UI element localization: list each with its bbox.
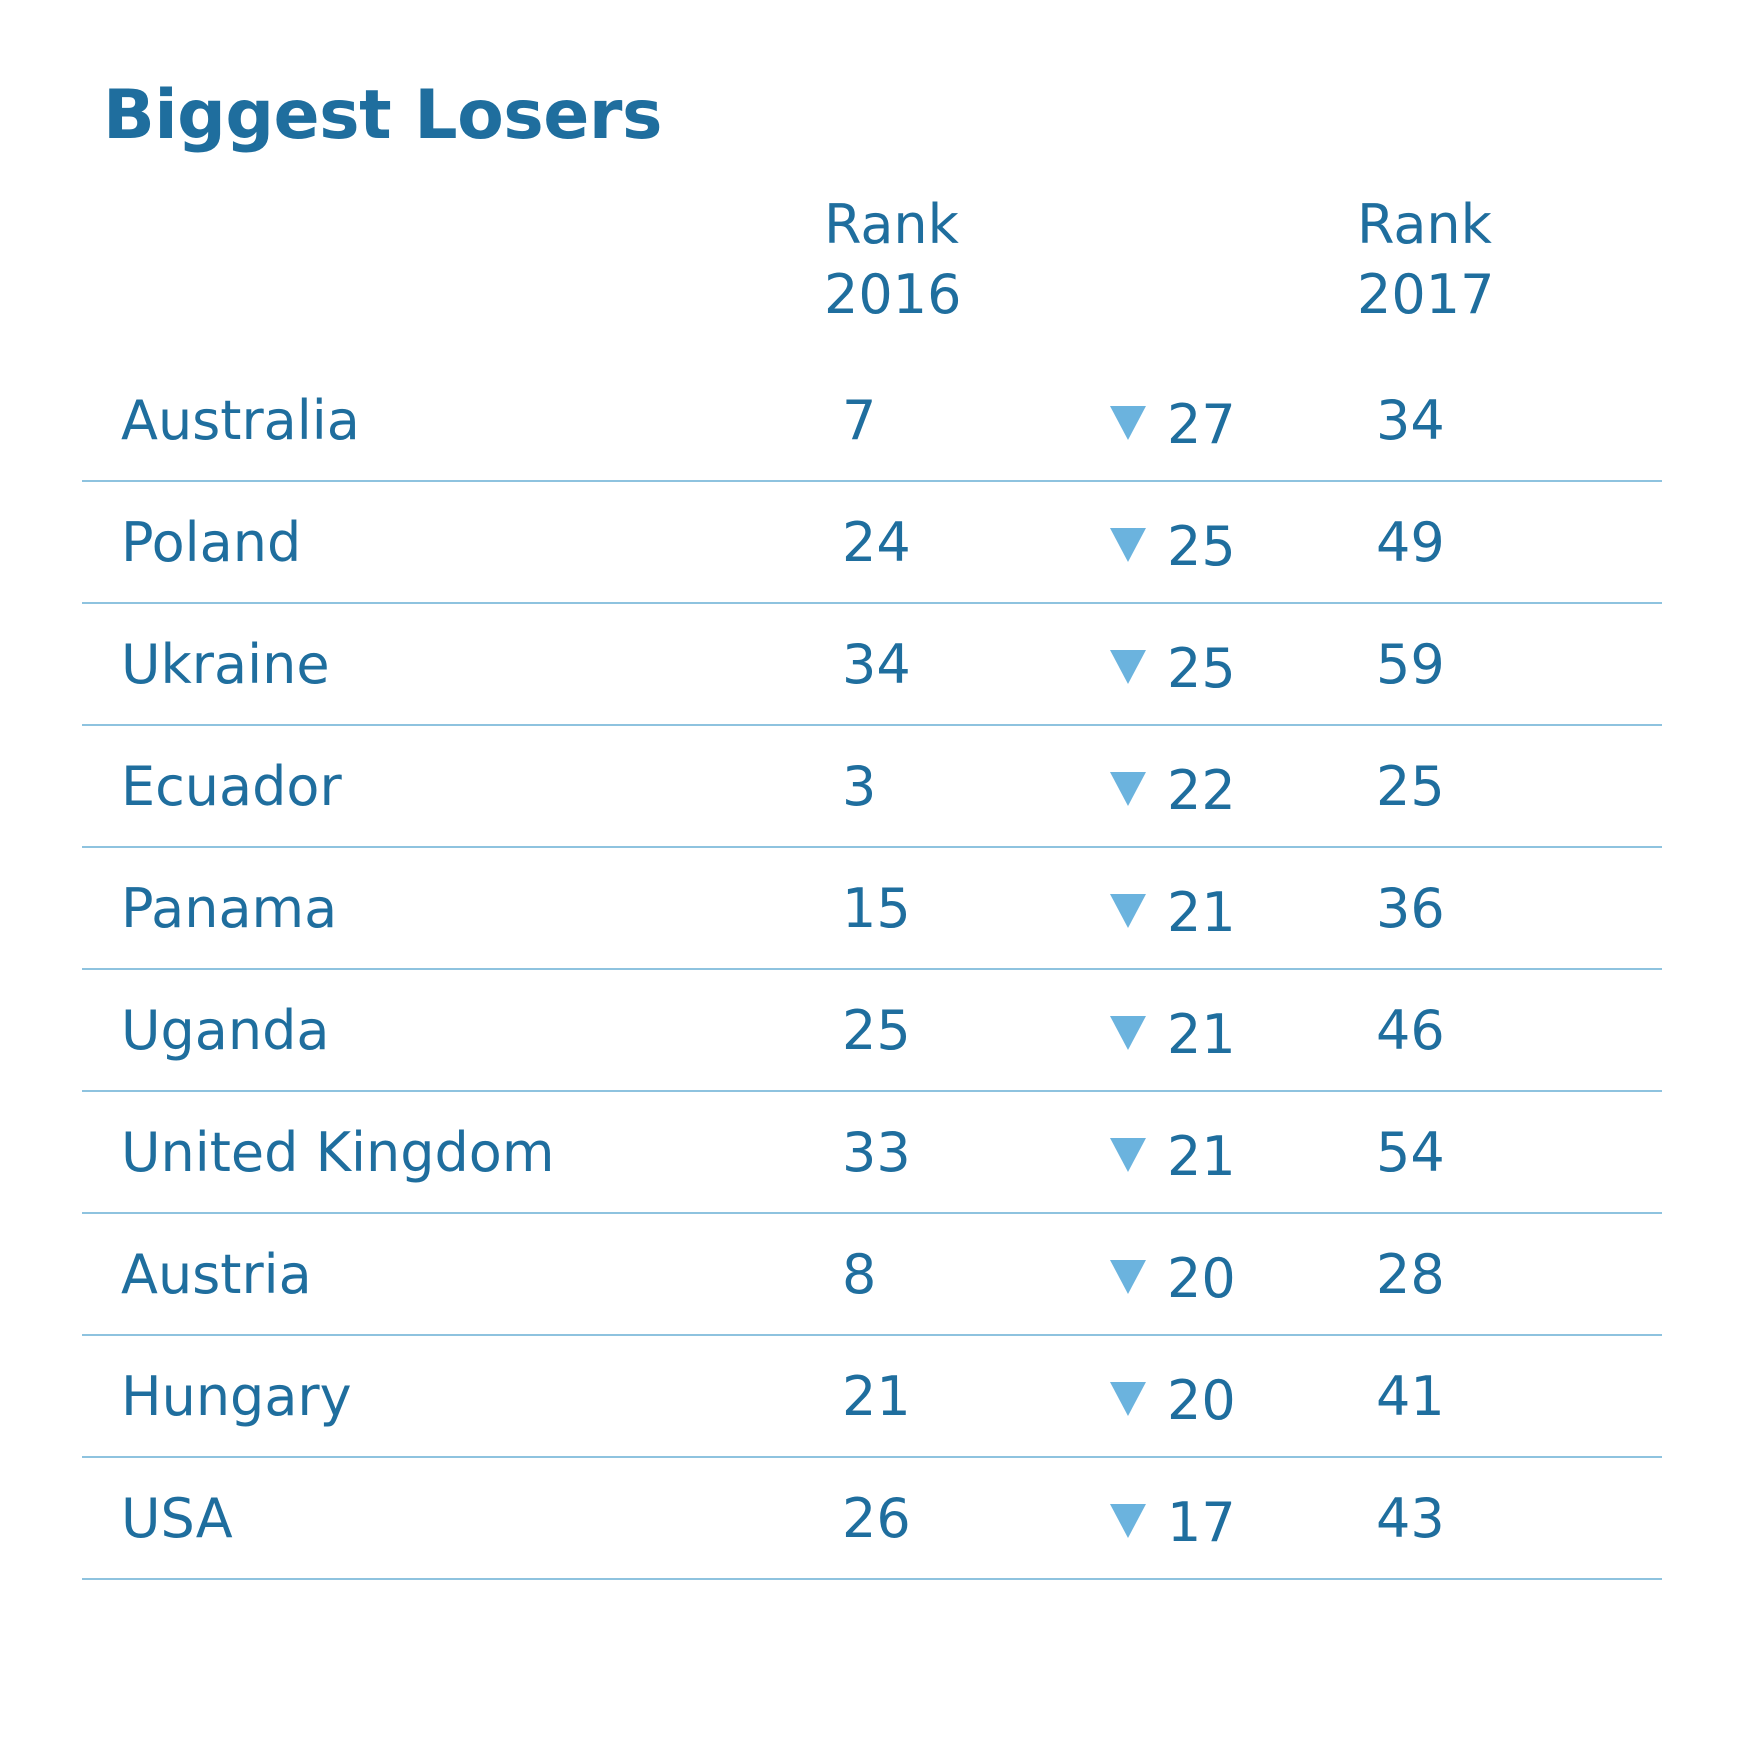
column-header-rank-2017: Rank 2017 [1357, 190, 1494, 330]
down-triangle-icon [1110, 406, 1146, 440]
table-row: Hungary 21 20 41 [82, 1336, 1662, 1458]
rank-2016-value: 21 [842, 1365, 911, 1428]
country-name: Panama [121, 877, 338, 940]
page-title: Biggest Losers [103, 76, 662, 155]
table-row: Poland 24 25 49 [82, 482, 1662, 604]
down-triangle-icon [1110, 894, 1146, 928]
rank-2016-value: 8 [842, 1243, 877, 1306]
country-name: USA [121, 1487, 233, 1550]
rank-2016-value: 34 [842, 633, 911, 696]
rank-change-value: 20 [1167, 1369, 1236, 1432]
country-name: United Kingdom [121, 1121, 555, 1184]
country-name: Hungary [121, 1365, 352, 1428]
rank-change-value: 21 [1167, 1003, 1236, 1066]
country-name: Poland [121, 511, 302, 574]
rank-2017-value: 25 [1376, 755, 1445, 818]
rank-2017-value: 46 [1376, 999, 1445, 1062]
rank-2016-value: 15 [842, 877, 911, 940]
rank-change-value: 21 [1167, 881, 1236, 944]
country-name: Ecuador [121, 755, 342, 818]
rankings-table: Australia 7 27 34 Poland 24 25 49 Ukrain… [82, 360, 1662, 1580]
down-triangle-icon [1110, 772, 1146, 806]
column-header-line: Rank [1357, 193, 1492, 256]
rank-2016-value: 26 [842, 1487, 911, 1550]
rank-2017-value: 54 [1376, 1121, 1445, 1184]
rank-change-value: 17 [1167, 1491, 1236, 1554]
rank-2016-value: 25 [842, 999, 911, 1062]
rank-2017-value: 36 [1376, 877, 1445, 940]
column-header-rank-2016: Rank 2016 [824, 190, 961, 330]
rank-2017-value: 34 [1376, 389, 1445, 452]
table-row: Austria 8 20 28 [82, 1214, 1662, 1336]
rank-2017-value: 28 [1376, 1243, 1445, 1306]
table-row: Ecuador 3 22 25 [82, 726, 1662, 848]
column-header-line: 2016 [824, 263, 962, 326]
column-header-line: Rank [824, 193, 959, 256]
table-row: Panama 15 21 36 [82, 848, 1662, 970]
rank-2016-value: 24 [842, 511, 911, 574]
country-name: Uganda [121, 999, 330, 1062]
down-triangle-icon [1110, 528, 1146, 562]
country-name: Australia [121, 389, 360, 452]
country-name: Austria [121, 1243, 312, 1306]
down-triangle-icon [1110, 1504, 1146, 1538]
table-row: Uganda 25 21 46 [82, 970, 1662, 1092]
rank-change-value: 22 [1167, 759, 1236, 822]
rank-change-value: 20 [1167, 1247, 1236, 1310]
country-name: Ukraine [121, 633, 330, 696]
down-triangle-icon [1110, 1382, 1146, 1416]
rank-2017-value: 59 [1376, 633, 1445, 696]
rank-2016-value: 33 [842, 1121, 911, 1184]
rank-2016-value: 3 [842, 755, 877, 818]
rank-2017-value: 43 [1376, 1487, 1445, 1550]
rank-2017-value: 41 [1376, 1365, 1445, 1428]
rank-2016-value: 7 [842, 389, 877, 452]
rank-change-value: 21 [1167, 1125, 1236, 1188]
table-row: Australia 7 27 34 [82, 360, 1662, 482]
rank-2017-value: 49 [1376, 511, 1445, 574]
rank-change-value: 27 [1167, 393, 1236, 456]
rank-change-value: 25 [1167, 515, 1236, 578]
down-triangle-icon [1110, 650, 1146, 684]
down-triangle-icon [1110, 1016, 1146, 1050]
table-row: USA 26 17 43 [82, 1458, 1662, 1580]
down-triangle-icon [1110, 1260, 1146, 1294]
down-triangle-icon [1110, 1138, 1146, 1172]
table-row: United Kingdom 33 21 54 [82, 1092, 1662, 1214]
table-row: Ukraine 34 25 59 [82, 604, 1662, 726]
rank-change-value: 25 [1167, 637, 1236, 700]
column-header-line: 2017 [1357, 263, 1495, 326]
